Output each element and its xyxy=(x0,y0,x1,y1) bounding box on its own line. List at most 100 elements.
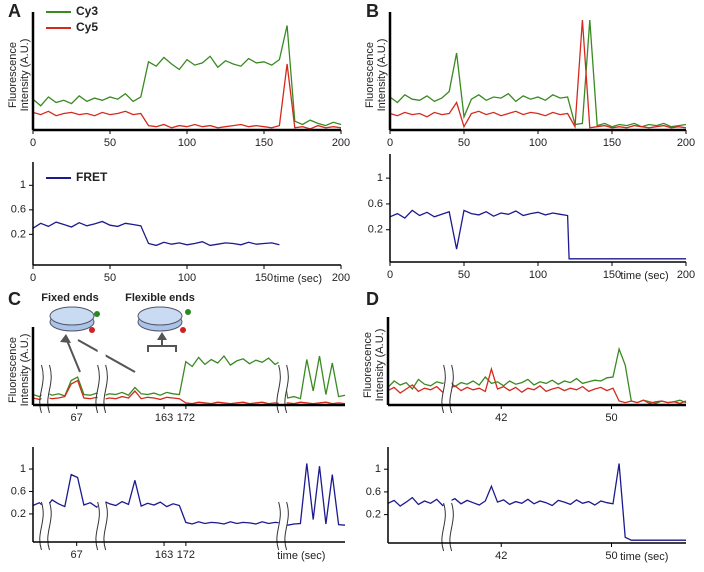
x-tick-label: 50 xyxy=(458,137,470,149)
nucleosome-diagrams xyxy=(49,306,191,373)
trace xyxy=(32,25,342,127)
x-tick-label: 100 xyxy=(178,137,196,149)
x-tick-label: 100 xyxy=(529,137,547,149)
y-axis-label: Intensity (A.U.) xyxy=(19,39,31,112)
x-tick-label: 50 xyxy=(104,272,116,284)
x-tick-label: 172 xyxy=(177,549,195,561)
axis-break xyxy=(47,501,52,551)
y-tick-label: 0.6 xyxy=(11,485,26,497)
axis-break xyxy=(276,364,281,414)
y-axis-label: Fluorescence xyxy=(7,337,19,403)
trace xyxy=(32,63,342,130)
y-tick-label: 0.6 xyxy=(368,198,383,210)
x-tick-label: 42 xyxy=(495,550,507,562)
trace xyxy=(389,209,686,260)
y-tick-label: 1 xyxy=(20,179,26,191)
axis-break xyxy=(449,502,454,552)
y-tick-label: 0.2 xyxy=(368,224,383,236)
x-tick-label: 200 xyxy=(677,269,695,281)
panel-label: D xyxy=(366,289,379,309)
panel-label: C xyxy=(8,289,21,309)
x-tick-label: 163 xyxy=(155,412,173,424)
annotation: Flexible ends xyxy=(125,292,195,304)
y-tick-label: 1 xyxy=(20,463,26,475)
arrow-head xyxy=(60,334,71,343)
trace xyxy=(387,463,686,541)
y-tick-label: 0.2 xyxy=(11,508,26,520)
trace xyxy=(32,220,280,247)
trace xyxy=(389,19,687,129)
legend-label: Cy3 xyxy=(76,4,98,18)
y-axis-label: Intensity (A.U.) xyxy=(19,334,31,407)
y-tick-label: 0.2 xyxy=(11,228,26,240)
x-axis-label: time (sec) xyxy=(277,550,325,562)
panel-label: B xyxy=(366,1,379,21)
x-tick-label: 42 xyxy=(495,412,507,424)
x-tick-label: 0 xyxy=(387,137,393,149)
axis-break-gap xyxy=(278,330,287,414)
axis-break xyxy=(95,364,100,414)
axis-break-gap xyxy=(278,450,287,551)
axis-break xyxy=(103,501,108,551)
x-tick-label: 0 xyxy=(30,272,36,284)
trace xyxy=(387,366,687,405)
x-tick-label: 150 xyxy=(603,137,621,149)
y-axis-label: Fluorescence xyxy=(364,42,376,108)
x-tick-label: 200 xyxy=(677,137,695,149)
x-axis-label: time (sec) xyxy=(620,551,668,563)
dye-icon xyxy=(94,311,100,317)
x-tick-label: 150 xyxy=(603,269,621,281)
trace xyxy=(32,463,346,526)
annotation: Fixed ends xyxy=(41,292,98,304)
panel-label: A xyxy=(8,1,21,21)
y-tick-label: 1 xyxy=(375,463,381,475)
x-tick-label: 50 xyxy=(605,550,617,562)
x-tick-label: 163 xyxy=(155,549,173,561)
y-axis-label: Fluorescence xyxy=(7,42,19,108)
y-axis-label: Intensity (A.U.) xyxy=(374,329,386,402)
dye-icon xyxy=(180,327,186,333)
axis-break xyxy=(441,364,446,414)
dye-icon xyxy=(89,327,95,333)
x-tick-label: 100 xyxy=(178,272,196,284)
legend-label: FRET xyxy=(76,170,108,184)
nucleosome-icon xyxy=(49,306,95,326)
axis-break xyxy=(284,501,289,551)
y-tick-label: 0.6 xyxy=(366,486,381,498)
axis-break-gap xyxy=(97,330,106,414)
x-tick-label: 150 xyxy=(255,272,273,284)
axis-break xyxy=(441,502,446,552)
trace xyxy=(32,379,346,405)
x-tick-label: 200 xyxy=(332,137,350,149)
trace xyxy=(32,354,346,400)
axis-break xyxy=(276,501,281,551)
axis-break xyxy=(103,364,108,414)
y-axis-label: Fluorescence xyxy=(362,332,374,398)
x-tick-label: 50 xyxy=(104,137,116,149)
x-axis-label: time (sec) xyxy=(274,273,322,285)
dye-icon xyxy=(185,309,191,315)
x-tick-label: 50 xyxy=(605,412,617,424)
x-tick-label: 172 xyxy=(177,412,195,424)
x-tick-label: 67 xyxy=(71,412,83,424)
axis-break xyxy=(39,364,44,414)
axis-break xyxy=(39,501,44,551)
x-tick-label: 200 xyxy=(332,272,350,284)
nucleosome-icon xyxy=(137,306,183,326)
x-tick-label: 0 xyxy=(30,137,36,149)
arrow xyxy=(77,339,136,373)
x-tick-label: 150 xyxy=(255,137,273,149)
x-tick-label: 100 xyxy=(529,269,547,281)
x-tick-label: 0 xyxy=(387,269,393,281)
y-tick-label: 0.6 xyxy=(11,204,26,216)
x-axis-label: time (sec) xyxy=(620,270,668,282)
axis-break xyxy=(47,364,52,414)
y-tick-label: 1 xyxy=(377,172,383,184)
axis-break-gap xyxy=(41,330,50,414)
x-tick-label: 50 xyxy=(458,269,470,281)
legend-label: Cy5 xyxy=(76,20,98,34)
axis-break-gap xyxy=(41,450,50,551)
axis-break xyxy=(95,501,100,551)
trace xyxy=(387,346,687,405)
